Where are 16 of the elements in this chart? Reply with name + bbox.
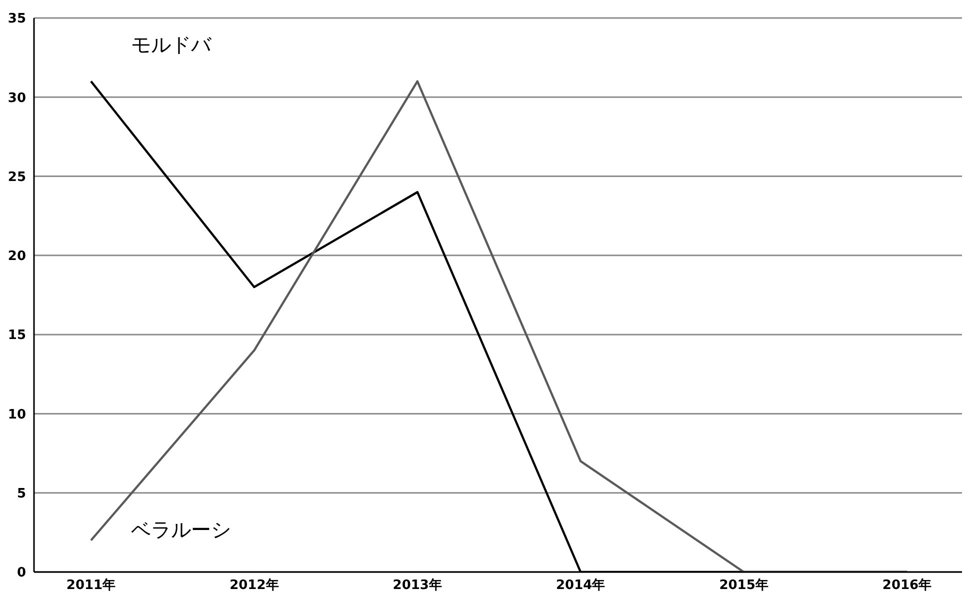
y-tick-label: 25 <box>8 170 26 185</box>
series-label: ベラルーシ <box>131 517 231 542</box>
text: モルドバ <box>131 32 212 56</box>
y-tick-label: 30 <box>8 90 26 106</box>
x-tick-label: 2015年 <box>719 578 768 594</box>
x-tick-label: 2014年 <box>556 578 606 594</box>
y-tick-label: 20 <box>8 249 26 264</box>
y-tick-label: 5 <box>16 486 26 502</box>
y-tick-label: 0 <box>16 566 26 581</box>
x-tick-label: 2016年 <box>882 578 932 594</box>
x-tick-label: 2012年 <box>230 578 279 594</box>
y-tick-label: 35 <box>8 12 26 27</box>
x-tick-label: 2011年 <box>66 578 116 594</box>
y-tick-label: 10 <box>8 407 26 422</box>
x-tick-label: 2013年 <box>392 578 442 594</box>
y-tick-label: 15 <box>8 328 26 344</box>
